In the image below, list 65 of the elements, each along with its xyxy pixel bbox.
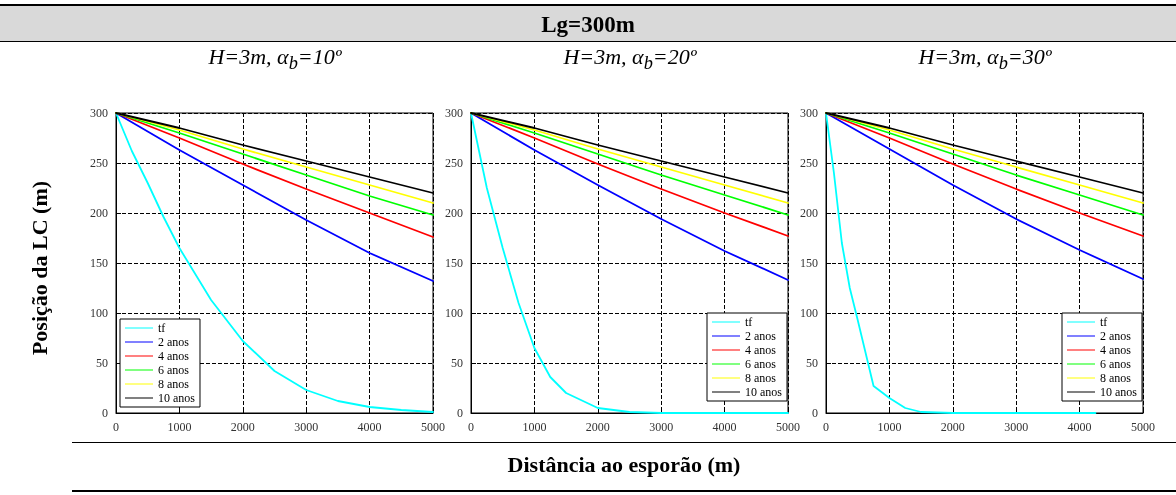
x-axis-title: Distância ao esporão (m)	[72, 442, 1176, 492]
y-tick-label: 0	[102, 406, 108, 420]
legend-label: 6 anos	[1100, 357, 1132, 371]
y-tick-label: 50	[96, 356, 108, 370]
y-tick-label: 150	[800, 256, 818, 270]
chart-subtitle: H=3m, α$_{b}$=10º	[207, 44, 343, 76]
x-tick-label: 2000	[940, 420, 965, 434]
y-tick-label: 200	[800, 206, 818, 220]
y-tick-label: 100	[445, 306, 463, 320]
legend-label: 2 anos	[158, 335, 190, 349]
x-tick-label: 0	[823, 420, 829, 434]
x-tick-label: 1000	[167, 420, 192, 434]
line-series	[470, 112, 789, 414]
legend-label: 8 anos	[1100, 371, 1132, 385]
x-tick-label: 4000	[712, 420, 737, 434]
x-tick-label: 0	[113, 420, 119, 434]
legend-label: 2 anos	[1100, 329, 1132, 343]
y-tick-label: 0	[812, 406, 818, 420]
legend-label: tf	[745, 315, 753, 329]
legend-label: tf	[158, 321, 166, 335]
y-tick-label: 50	[451, 356, 463, 370]
legend-label: 2 anos	[745, 329, 777, 343]
y-axis-title: Posição da LC (m)	[27, 179, 53, 358]
legend-label: 4 anos	[158, 349, 190, 363]
chart-title: Lg=300m	[0, 4, 1176, 42]
x-tick-label: 3000	[649, 420, 674, 434]
legend-label: tf	[1100, 315, 1108, 329]
y-tick-label: 250	[800, 156, 818, 170]
y-tick-label: 100	[90, 306, 108, 320]
x-tick-label: 3000	[1004, 420, 1029, 434]
x-tick-label: 4000	[1067, 420, 1092, 434]
legend-label: 4 anos	[1100, 343, 1132, 357]
y-tick-label: 100	[800, 306, 818, 320]
y-tick-label: 150	[90, 256, 108, 270]
x-tick-label: 2000	[585, 420, 610, 434]
x-tick-label: 4000	[357, 420, 382, 434]
x-tick-label: 1000	[877, 420, 902, 434]
legend-label: 10 anos	[1100, 385, 1138, 399]
legend-label: 8 anos	[158, 377, 190, 391]
x-tick-label: 5000	[1131, 420, 1155, 434]
legend-label: 6 anos	[158, 363, 190, 377]
x-tick-label: 0	[468, 420, 474, 434]
y-tick-label: 200	[445, 206, 463, 220]
y-tick-label: 300	[90, 106, 108, 120]
y-tick-label: 250	[90, 156, 108, 170]
y-tick-label: 300	[445, 106, 463, 120]
y-tick-label: 150	[445, 256, 463, 270]
y-tick-label: 50	[806, 356, 818, 370]
y-tick-label: 250	[445, 156, 463, 170]
chart-subtitle: H=3m, α$_{b}$=30º	[917, 44, 1053, 76]
x-tick-label: 2000	[230, 420, 255, 434]
line-series	[115, 112, 434, 413]
legend-label: 10 anos	[745, 385, 783, 399]
chart-subtitle: H=3m, α$_{b}$=20º	[562, 44, 698, 76]
x-tick-label: 3000	[294, 420, 319, 434]
y-tick-label: 200	[90, 206, 108, 220]
x-tick-label: 5000	[421, 420, 445, 434]
legend-label: 4 anos	[745, 343, 777, 357]
legend-label: 10 anos	[158, 391, 196, 405]
x-tick-label: 5000	[776, 420, 800, 434]
y-tick-label: 300	[800, 106, 818, 120]
y-tick-label: 0	[457, 406, 463, 420]
legend-label: 8 anos	[745, 371, 777, 385]
legend-label: 6 anos	[745, 357, 777, 371]
x-tick-label: 1000	[522, 420, 547, 434]
